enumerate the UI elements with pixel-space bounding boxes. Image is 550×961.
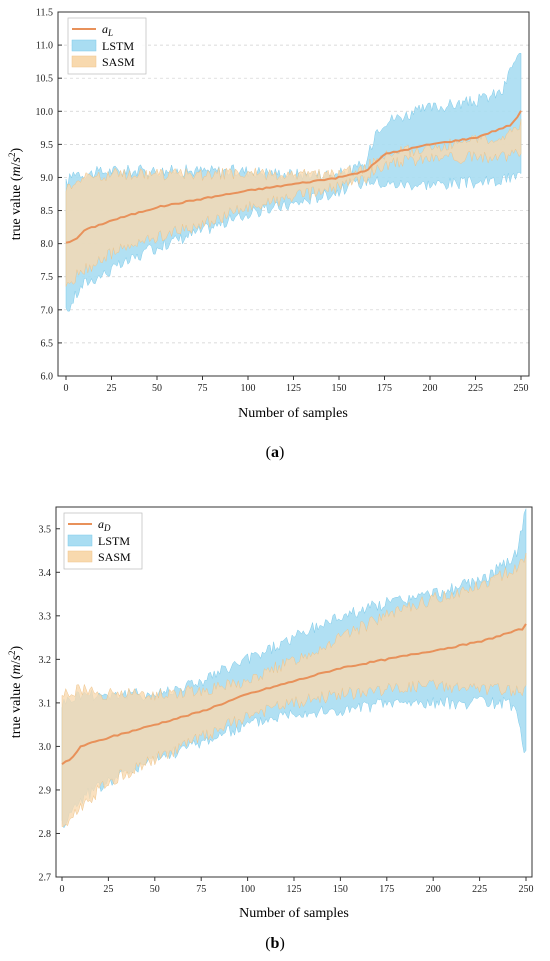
x-tick-label: 25 [103, 884, 113, 895]
legend-swatch-lstm [71, 39, 97, 52]
x-tick-label: 125 [286, 383, 301, 394]
y-tick-label: 2.7 [39, 873, 52, 884]
x-tick-label: 0 [64, 383, 69, 394]
x-tick-label: 150 [333, 884, 348, 895]
y-tick-label: 3.1 [39, 698, 52, 709]
chart-b-x-axis-label: Number of samples [239, 906, 349, 921]
legend-label-lstm: LSTM [98, 534, 130, 548]
y-tick-label: 2.8 [39, 829, 52, 840]
y-tick-label: 8.0 [41, 239, 54, 250]
chart-b-x-ticks: 0 25 50 75 100 125 150 175 200 225 250 [60, 877, 534, 895]
y-tick-label: 11.5 [36, 8, 53, 19]
x-tick-label: 125 [287, 884, 302, 895]
x-tick-label: 75 [196, 884, 206, 895]
legend-label-mean: aL [102, 22, 113, 38]
legend-swatch-sasm [67, 550, 93, 563]
x-tick-label: 50 [150, 884, 160, 895]
chart-a-y-ticks: 6.0 6.5 7.0 7.5 8.0 8.5 9.0 9.5 10.0 10.5 11.0 11.5 [36, 8, 62, 383]
x-tick-label: 100 [240, 884, 255, 895]
panel-b-label: (b) [265, 935, 285, 952]
y-tick-label: 9.0 [41, 173, 54, 184]
legend-label-lstm: LSTM [102, 39, 134, 53]
y-tick-label: 8.5 [41, 206, 54, 217]
x-tick-label: 175 [377, 383, 392, 394]
x-tick-label: 200 [426, 884, 441, 895]
y-tick-label: 11.0 [36, 41, 53, 52]
x-tick-label: 225 [468, 383, 483, 394]
legend-swatch-sasm [71, 55, 97, 68]
y-tick-label: 3.3 [39, 611, 52, 622]
x-tick-label: 200 [423, 383, 438, 394]
x-tick-label: 225 [472, 884, 487, 895]
x-tick-label: 250 [519, 884, 534, 895]
chart-b-y-axis-label: true value (m/s2) [7, 645, 24, 738]
chart-panel-b: 0 25 50 75 100 125 150 175 200 225 250 2.7 2.8 2.9 3.… [7, 506, 534, 952]
y-tick-label: 2.9 [39, 785, 52, 796]
y-tick-label: 6.0 [41, 372, 54, 383]
legend-swatch-lstm [67, 534, 93, 547]
x-tick-label: 0 [60, 884, 65, 895]
y-tick-label: 7.0 [41, 305, 54, 316]
x-tick-label: 75 [198, 383, 208, 394]
panel-a-label: (a) [266, 444, 285, 461]
legend-label-sasm: SASM [102, 55, 135, 69]
y-tick-label: 9.5 [41, 140, 54, 151]
y-tick-label: 10.0 [36, 107, 54, 118]
x-tick-label: 25 [107, 383, 117, 394]
chart-a-x-ticks: 0 25 50 75 100 125 150 175 200 225 250 [64, 376, 529, 394]
y-tick-label: 3.5 [39, 524, 52, 535]
chart-a-y-axis-label: true value (m/s2) [7, 147, 24, 240]
chart-panel-a: 0 25 50 75 100 125 150 175 200 225 250 6.0 6.5 7.0 7.… [7, 8, 530, 461]
chart-a-lines [65, 110, 522, 244]
band-sasm [65, 119, 522, 287]
y-tick-label: 3.0 [39, 742, 52, 753]
x-tick-label: 175 [379, 884, 394, 895]
chart-b-lines [61, 623, 527, 765]
series-line-a-l [65, 110, 522, 244]
y-tick-label: 3.4 [39, 568, 52, 579]
y-tick-label: 3.2 [39, 655, 52, 666]
x-tick-label: 100 [241, 383, 256, 394]
y-tick-label: 7.5 [41, 272, 54, 283]
x-tick-label: 150 [332, 383, 347, 394]
y-tick-label: 6.5 [41, 338, 54, 349]
x-tick-label: 250 [514, 383, 529, 394]
x-tick-label: 50 [152, 383, 162, 394]
series-line-a-d [61, 623, 527, 765]
chart-b-y-ticks: 2.7 2.8 2.9 3.0 3.1 3.2 3.3 3.4 3.5 [39, 524, 60, 884]
chart-b-bands [61, 508, 527, 829]
chart-a-bands [65, 53, 522, 312]
legend-label-sasm: SASM [98, 550, 131, 564]
chart-a-x-axis-label: Number of samples [238, 406, 348, 421]
band-sasm [61, 552, 527, 828]
y-tick-label: 10.5 [36, 74, 54, 85]
